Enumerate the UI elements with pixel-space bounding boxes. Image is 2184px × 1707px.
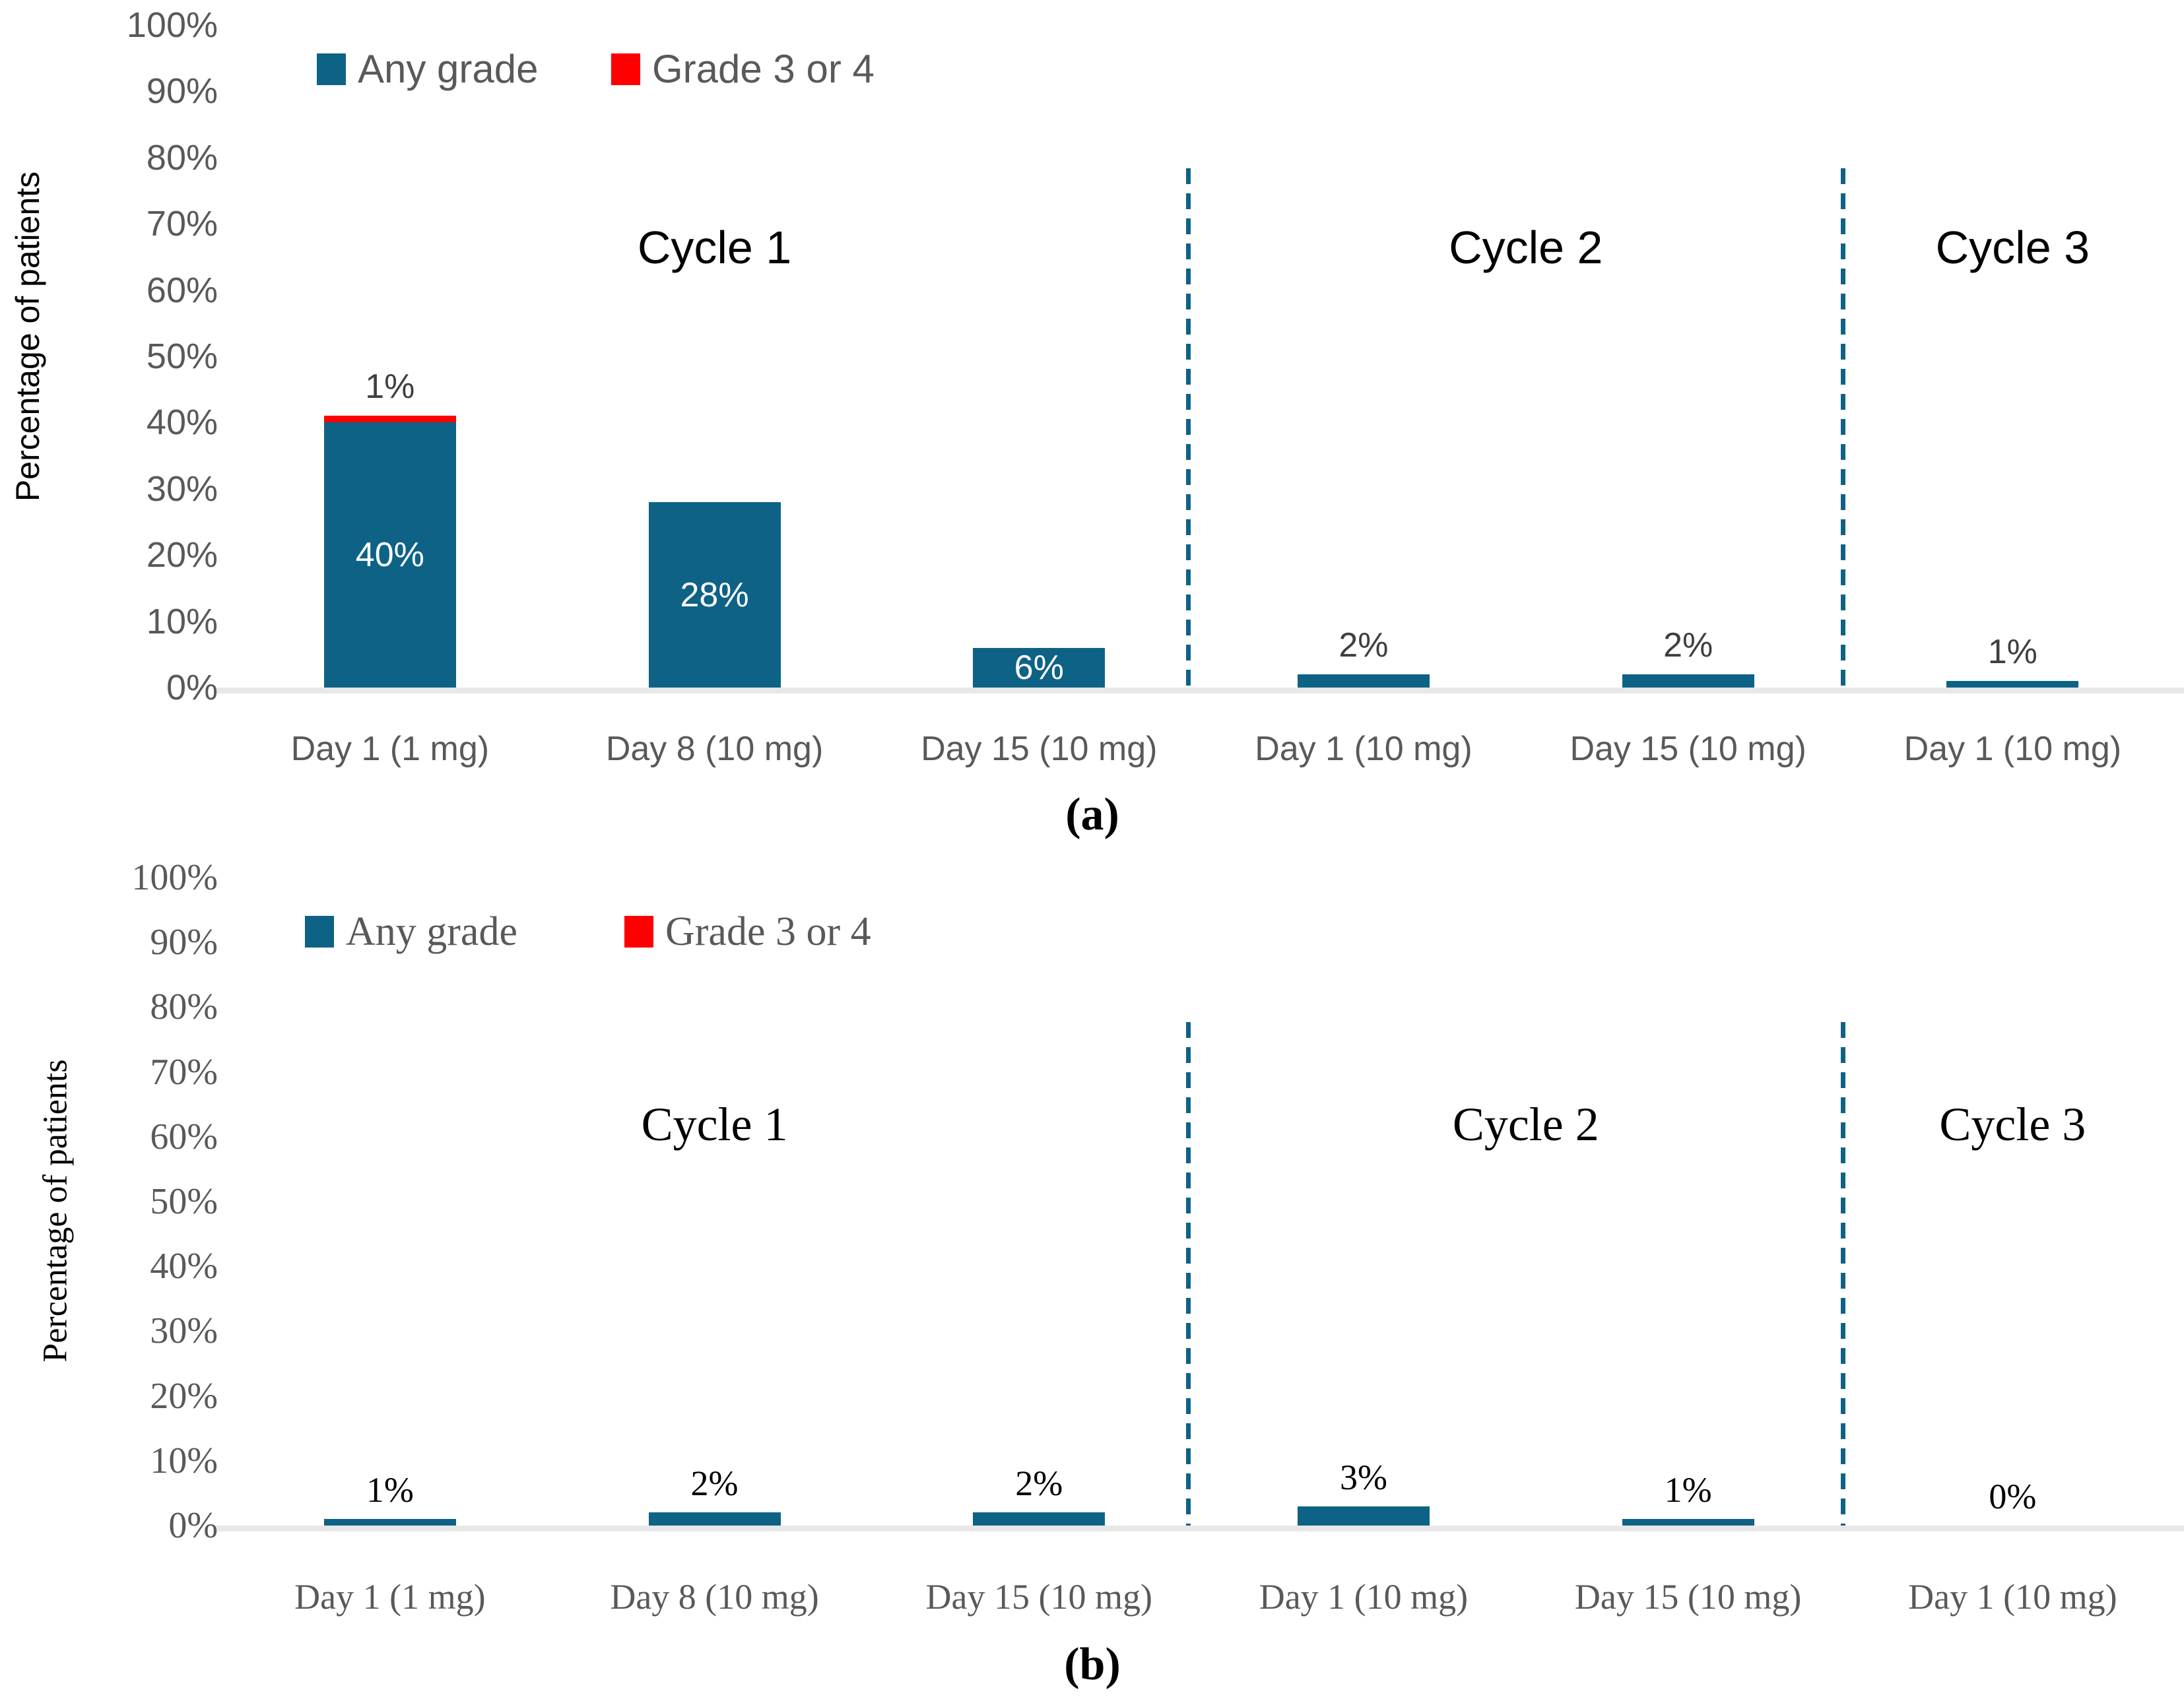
y-tick-label: 50% — [150, 1181, 218, 1222]
bar-any-grade — [973, 648, 1106, 688]
category-label: Day 1 (10 mg) — [1259, 1577, 1469, 1617]
y-tick-label: 100% — [126, 5, 218, 45]
bar-label-above: 2% — [1015, 1464, 1063, 1503]
legend-swatch-grade-3-or-4 — [611, 53, 640, 85]
category-label: Day 1 (10 mg) — [1908, 1577, 2117, 1617]
bar-any-grade — [973, 1512, 1106, 1526]
cycle-separator — [1186, 168, 1191, 688]
y-tick-label: 0% — [168, 1505, 218, 1546]
y-tick-label: 90% — [146, 71, 218, 112]
y-tick-label: 40% — [150, 1246, 218, 1287]
bar-label-above: 1% — [365, 368, 415, 406]
category-label: Day 8 (10 mg) — [605, 730, 824, 768]
bar-any-grade — [648, 502, 781, 688]
category-label: Day 1 (1 mg) — [290, 730, 490, 768]
bar-label-inside: 6% — [1014, 649, 1064, 687]
bar-label-above: 0% — [1989, 1477, 2037, 1516]
bar-label-above: 3% — [1339, 1458, 1387, 1497]
legend-label: Grade 3 or 4 — [665, 909, 871, 954]
y-tick-label: 60% — [150, 1116, 218, 1157]
bar-label-above: 2% — [1663, 626, 1713, 664]
cycle-title: Cycle 2 — [1449, 222, 1603, 273]
bar-label-above: 1% — [366, 1470, 414, 1510]
legend-label: Grade 3 or 4 — [652, 47, 875, 91]
cycle-title: Cycle 3 — [1939, 1098, 2086, 1151]
cycle-separator — [1841, 1022, 1845, 1526]
legend-label: Any grade — [358, 47, 539, 91]
bar-label-above: 2% — [1339, 626, 1389, 664]
category-label: Day 8 (10 mg) — [610, 1577, 819, 1617]
category-label: Day 1 (10 mg) — [1903, 730, 2122, 768]
cycle-separator — [1186, 1022, 1191, 1526]
category-label: Day 1 (1 mg) — [294, 1577, 486, 1617]
y-tick-label: 20% — [150, 1375, 218, 1417]
cycle-separator — [1841, 168, 1845, 688]
bar-any-grade — [1622, 674, 1754, 688]
cycle-title: Cycle 1 — [637, 222, 792, 273]
y-tick-label: 0% — [166, 668, 218, 707]
category-label: Day 15 (10 mg) — [921, 730, 1158, 768]
y-tick-label: 40% — [146, 403, 218, 443]
category-label: Day 1 (10 mg) — [1255, 730, 1473, 768]
bar-any-grade — [323, 422, 456, 688]
bar-label-above: 1% — [1664, 1470, 1712, 1510]
y-tick-label: 30% — [150, 1310, 218, 1352]
y-tick-label: 80% — [146, 137, 218, 177]
bar-any-grade — [323, 1519, 456, 1526]
legend-swatch-any-grade — [305, 916, 334, 948]
x-axis-line — [215, 688, 2184, 693]
panel-caption-b: (b) — [1064, 1639, 1121, 1690]
legend-label: Any grade — [346, 909, 517, 954]
bar-any-grade — [1946, 681, 2079, 688]
bar-label-inside: 28% — [680, 576, 749, 614]
cycle-title: Cycle 2 — [1452, 1098, 1599, 1151]
category-label: Day 15 (10 mg) — [1570, 730, 1806, 768]
bar-label-inside: 40% — [355, 536, 424, 574]
bar-grade-3-or-4 — [323, 416, 456, 422]
category-label: Day 15 (10 mg) — [1574, 1577, 1802, 1617]
y-tick-label: 50% — [146, 337, 218, 376]
y-tick-label: 10% — [150, 1440, 218, 1481]
y-tick-label: 70% — [150, 1051, 218, 1093]
y-tick-label: 80% — [150, 986, 218, 1028]
y-tick-label: 30% — [146, 468, 218, 509]
y-tick-label: 10% — [146, 601, 218, 641]
x-axis-line — [215, 1526, 2184, 1531]
bar-label-above: 2% — [690, 1464, 739, 1503]
bar-any-grade — [1297, 674, 1430, 688]
y-tick-label: 70% — [146, 204, 218, 244]
cycle-title: Cycle 3 — [1935, 222, 2090, 273]
panel-caption-a: (a) — [1065, 789, 1119, 840]
bar-any-grade — [648, 1512, 781, 1526]
bar-label-above: 1% — [1987, 633, 2037, 671]
legend-swatch-any-grade — [317, 53, 346, 85]
y-tick-label: 100% — [131, 857, 218, 898]
category-label: Day 15 (10 mg) — [925, 1577, 1152, 1617]
cycle-title: Cycle 1 — [641, 1098, 788, 1151]
legend-swatch-grade-3-or-4 — [624, 916, 653, 948]
y-tick-label: 60% — [146, 270, 218, 310]
bar-any-grade — [1297, 1506, 1430, 1526]
y-tick-label: 20% — [146, 535, 218, 575]
bar-any-grade — [1622, 1519, 1754, 1526]
y-tick-label: 90% — [150, 922, 218, 963]
